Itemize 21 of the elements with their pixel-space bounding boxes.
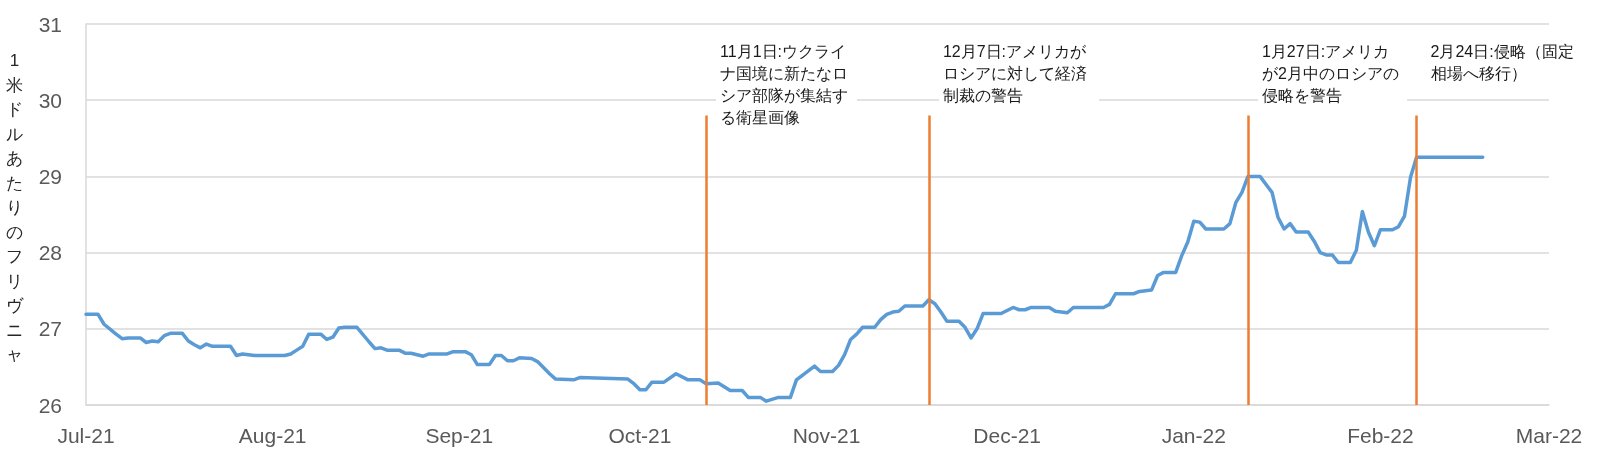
y-tick-label: 30 [38, 88, 62, 112]
ref-line-label: 2月24日:侵略（固定相場へ移行） [1426, 38, 1584, 88]
x-tick-label: Aug-21 [238, 424, 307, 447]
line-series [84, 155, 1485, 403]
x-tick-label: Sep-21 [425, 424, 494, 447]
y-tick-label: 29 [38, 164, 62, 188]
text: 1米ドルあたりのフリヴニャ [6, 51, 23, 365]
y-tick-label: 26 [38, 393, 62, 417]
x-tick-label: Jan-22 [1161, 424, 1226, 447]
y-tick-label: 31 [38, 12, 62, 36]
x-tick-label: Jul-21 [57, 424, 115, 447]
x-tick-label: Mar-22 [1515, 424, 1583, 447]
x-tick-label: Nov-21 [792, 424, 861, 447]
ref-line-label: 11月1日:ウクライナ国境に新たなロシア部隊が集結する衛星画像 [716, 38, 857, 132]
ref-line-label: 12月7日:アメリカがロシアに対して経済制裁の警告 [938, 38, 1099, 110]
x-tick-label: Dec-21 [973, 424, 1041, 447]
x-tick-label: Oct-21 [608, 424, 672, 447]
y-tick-label: 27 [38, 317, 62, 341]
y-tick-label: 28 [38, 241, 62, 265]
ref-line-label: 1月27日:アメリカが2月中のロシアの侵略を警告 [1257, 38, 1407, 110]
x-tick-label: Feb-22 [1347, 424, 1414, 447]
